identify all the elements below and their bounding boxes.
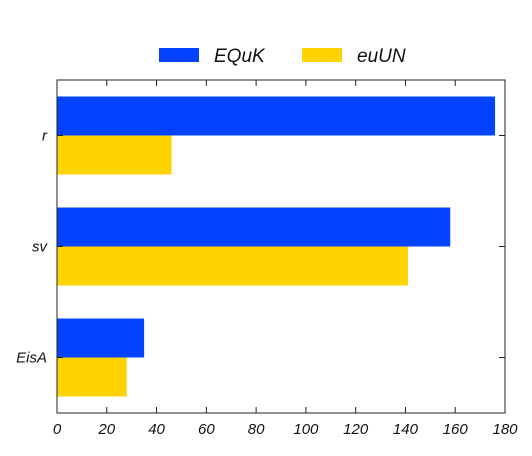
bar-EQuK-r [57,96,496,136]
x-axis: 0 20 40 60 80 100 120 140 160 180 [53,80,518,438]
bars-group [57,96,496,397]
x-tick-label: 120 [343,421,369,438]
legend: EQuK euUN [159,46,406,67]
x-tick-label: 80 [248,421,265,438]
bar-EQuK-EisA [57,318,145,358]
legend-swatch-euUN [302,48,342,62]
x-tick-label: 40 [148,421,165,438]
y-tick-label-EisA: EisA [16,350,47,367]
x-tick-label: 160 [443,421,469,438]
x-tick-label: 20 [97,421,115,438]
bar-euUN-sv [57,246,408,286]
y-tick-label-sv: sv [32,239,49,256]
bar-EQuK-sv [57,207,451,247]
x-tick-label: 0 [53,421,62,438]
bar-euUN-r [57,135,172,175]
legend-swatch-EQuK [159,48,199,62]
x-tick-label: 60 [198,421,215,438]
y-tick-label-r: r [42,128,48,145]
legend-label-EQuK: EQuK [214,46,266,67]
x-tick-label: 100 [293,421,319,438]
x-tick-label: 180 [492,421,518,438]
x-tick-label: 140 [393,421,419,438]
bar-euUN-EisA [57,357,127,397]
legend-label-euUN: euUN [357,46,406,67]
y-axis: r sv EisA [16,128,505,367]
